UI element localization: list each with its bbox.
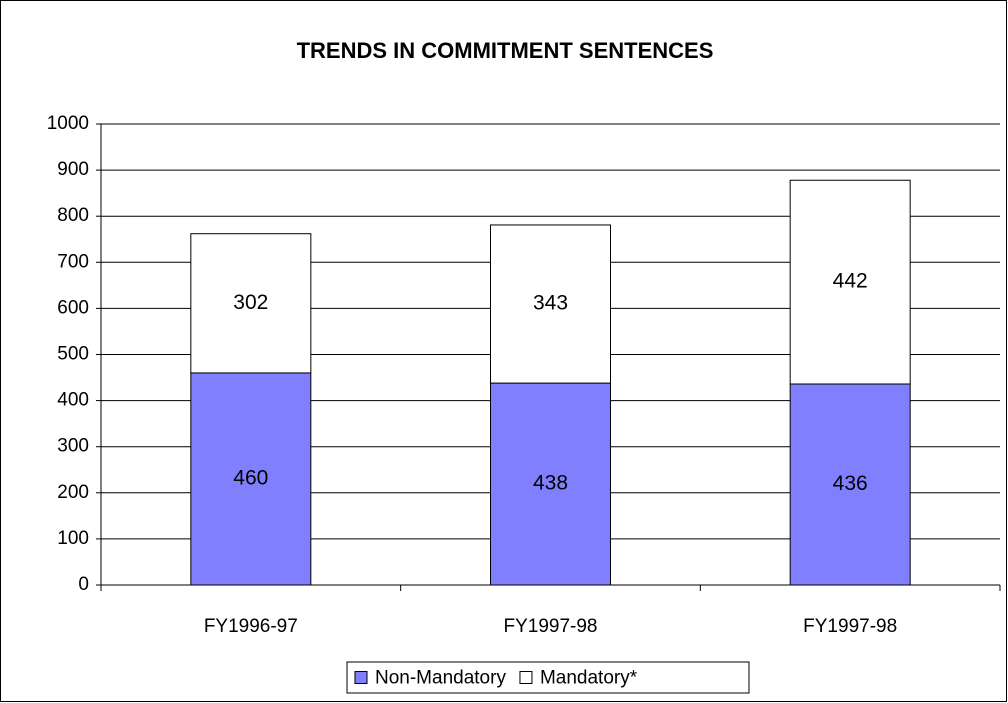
data-label: 343	[533, 292, 568, 315]
y-tick-label: 100	[57, 528, 89, 549]
data-label: 442	[833, 270, 868, 293]
data-label: 460	[233, 467, 268, 490]
y-tick-label: 300	[57, 436, 89, 457]
legend-swatch	[519, 671, 533, 684]
bar-segment	[789, 179, 911, 385]
x-tick-label: FY1997-98	[803, 616, 897, 637]
y-tick-label: 400	[57, 390, 89, 411]
x-tick-label: FY1997-98	[503, 616, 597, 637]
bar-segment	[190, 233, 312, 374]
bar-segment	[490, 224, 611, 384]
legend-box	[346, 661, 750, 694]
y-tick-label: 200	[57, 482, 89, 503]
y-tick-label: 0	[78, 574, 89, 595]
legend-swatch	[354, 671, 368, 684]
x-tick-label: FY1996-97	[204, 616, 298, 637]
data-label: 302	[233, 291, 268, 314]
y-tick-label: 800	[57, 205, 89, 226]
data-label: 436	[833, 472, 868, 495]
chart-title: TRENDS IN COMMITMENT SENTENCES	[297, 38, 714, 63]
bar-segment	[190, 372, 312, 586]
bar-segment	[789, 383, 911, 586]
data-label: 438	[533, 472, 568, 495]
legend-label: Non-Mandatory	[375, 668, 506, 689]
y-tick-label: 500	[57, 344, 89, 365]
y-tick-label: 700	[57, 251, 89, 272]
y-tick-label: 1000	[47, 113, 89, 134]
legend-label: Mandatory*	[540, 668, 638, 689]
y-tick-label: 600	[57, 297, 89, 318]
y-tick-label: 900	[57, 159, 89, 180]
